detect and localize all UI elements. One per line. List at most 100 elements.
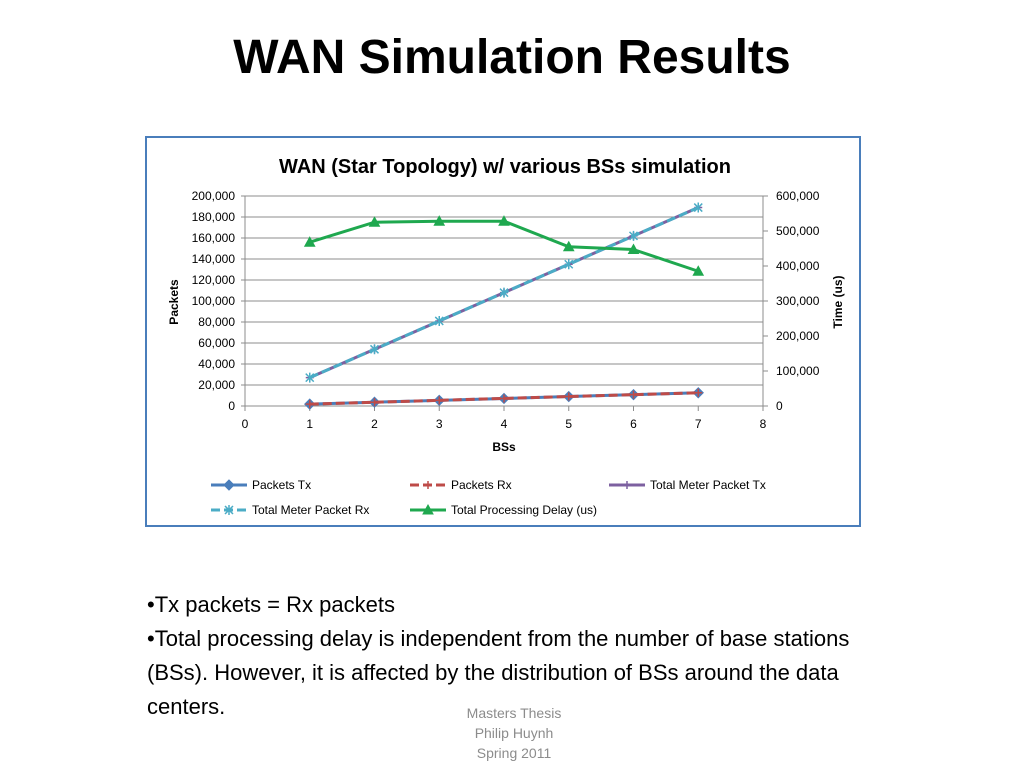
y-tick-label: 120,000 — [192, 273, 236, 287]
triangle-marker-shape — [303, 236, 316, 247]
footer-line: Spring 2011 — [476, 745, 552, 761]
chart-container: WAN (Star Topology) w/ various BSs simul… — [145, 136, 861, 527]
data-point-packets-rx — [370, 398, 379, 407]
star-marker-shape — [305, 372, 315, 383]
y2-tick-label: 600,000 — [776, 189, 820, 203]
data-point-total-meter-packet-rx — [628, 230, 639, 241]
plus-marker-shape — [370, 398, 379, 407]
bullet-item: •Tx packets = Rx packets — [147, 592, 395, 617]
data-point-total-processing-delay-us — [433, 215, 446, 226]
y-tick-label: 100,000 — [192, 294, 236, 308]
triangle-marker-shape — [692, 265, 705, 276]
star-marker-shape — [369, 344, 380, 355]
y-tick-label: 140,000 — [192, 252, 236, 266]
data-point-total-processing-delay-us — [368, 216, 381, 227]
triangle-marker-shape — [627, 243, 640, 255]
data-point-total-processing-delay-us — [562, 240, 575, 252]
y-tick-label: 160,000 — [192, 231, 236, 245]
plus-marker-shape — [500, 394, 508, 403]
y-tick-label: 200,000 — [192, 189, 236, 203]
y2-tick-label: 200,000 — [776, 329, 820, 343]
legend-label: Total Meter Packet Rx — [252, 503, 369, 517]
triangle-marker-shape — [368, 216, 381, 227]
legend-label: Packets Tx — [252, 478, 311, 492]
y2-tick-label: 400,000 — [776, 259, 820, 273]
triangle-marker-shape — [422, 503, 434, 515]
x-tick-label: 0 — [242, 417, 249, 431]
y-axis-label: Packets — [167, 279, 181, 325]
star-marker-shape — [499, 287, 509, 298]
data-point-total-meter-packet-rx — [564, 259, 574, 270]
legend-marker — [223, 479, 235, 491]
y2-tick-label: 100,000 — [776, 364, 820, 378]
legend-marker — [623, 481, 631, 489]
x-axis-label: BSs — [492, 440, 516, 454]
legend-label: Packets Rx — [451, 478, 512, 492]
data-point-packets-rx — [435, 396, 444, 405]
chart-series — [303, 202, 705, 410]
y2-tick-label: 0 — [776, 399, 783, 413]
star-marker-shape — [693, 202, 703, 213]
footer-line: Masters Thesis — [466, 705, 562, 721]
footer-line: Philip Huynh — [474, 725, 554, 741]
line-chart: WAN (Star Topology) w/ various BSs simul… — [167, 156, 845, 517]
data-point-total-meter-packet-rx — [434, 315, 444, 326]
legend-label: Total Meter Packet Tx — [650, 478, 766, 492]
legend-marker — [424, 481, 432, 489]
y-tick-label: 80,000 — [198, 315, 235, 329]
slide-footer: Masters Thesis Philip Huynh Spring 2011 — [424, 703, 604, 763]
plus-marker-shape — [629, 390, 638, 399]
plus-marker-shape — [623, 481, 631, 489]
star-marker-shape — [628, 230, 639, 241]
data-point-total-processing-delay-us — [498, 215, 510, 226]
plus-marker-shape — [564, 392, 573, 401]
x-tick-label: 7 — [695, 417, 702, 431]
legend-label: Total Processing Delay (us) — [451, 503, 597, 517]
y2-tick-label: 500,000 — [776, 224, 820, 238]
data-point-packets-rx — [564, 392, 573, 401]
y2-axis-label: Time (us) — [831, 275, 845, 328]
data-point-packets-rx — [305, 400, 314, 409]
data-point-total-meter-packet-rx — [499, 287, 509, 298]
x-tick-label: 3 — [436, 417, 443, 431]
y-tick-label: 0 — [228, 399, 235, 413]
legend-marker — [422, 503, 434, 515]
data-point-total-meter-packet-rx — [369, 344, 380, 355]
star-marker-shape — [434, 315, 444, 326]
star-marker-shape — [564, 259, 574, 270]
triangle-marker-shape — [433, 215, 446, 226]
y2-tick-label: 300,000 — [776, 294, 820, 308]
data-point-packets-rx — [629, 390, 638, 399]
x-tick-label: 8 — [760, 417, 767, 431]
slide-title: WAN Simulation Results — [233, 31, 791, 84]
star-marker-shape — [224, 505, 234, 515]
x-tick-label: 4 — [501, 417, 508, 431]
x-tick-label: 6 — [630, 417, 637, 431]
diamond-marker-shape — [223, 479, 235, 491]
chart-axes: 0 20,000 40,000 60,000 80,000 100,000 120,000 1… — [192, 189, 820, 431]
data-point-total-processing-delay-us — [692, 265, 705, 276]
chart-title: WAN (Star Topology) w/ various BSs simul… — [279, 156, 731, 178]
y-tick-label: 20,000 — [198, 378, 235, 392]
data-point-total-meter-packet-rx — [305, 372, 315, 383]
plus-marker-shape — [435, 396, 444, 405]
chart-legend: Packets Tx Packets Rx Total Meter Packet T… — [211, 478, 766, 517]
legend-marker — [224, 505, 234, 515]
triangle-marker-shape — [498, 215, 510, 226]
data-point-total-processing-delay-us — [627, 243, 640, 255]
x-tick-label: 2 — [371, 417, 378, 431]
y-tick-label: 180,000 — [192, 210, 236, 224]
y-tick-label: 40,000 — [198, 357, 235, 371]
data-point-total-processing-delay-us — [303, 236, 316, 247]
x-tick-label: 5 — [565, 417, 572, 431]
y-tick-label: 60,000 — [198, 336, 235, 350]
plus-marker-shape — [424, 481, 432, 489]
data-point-total-meter-packet-rx — [693, 202, 703, 213]
x-tick-label: 1 — [306, 417, 313, 431]
series-line-total-processing-delay-us — [309, 219, 699, 273]
data-point-packets-rx — [694, 388, 703, 397]
data-point-packets-rx — [500, 394, 508, 403]
bullet-item: •Total processing delay is independent f… — [147, 626, 850, 719]
plus-marker-shape — [305, 400, 314, 409]
triangle-marker-shape — [562, 240, 575, 252]
